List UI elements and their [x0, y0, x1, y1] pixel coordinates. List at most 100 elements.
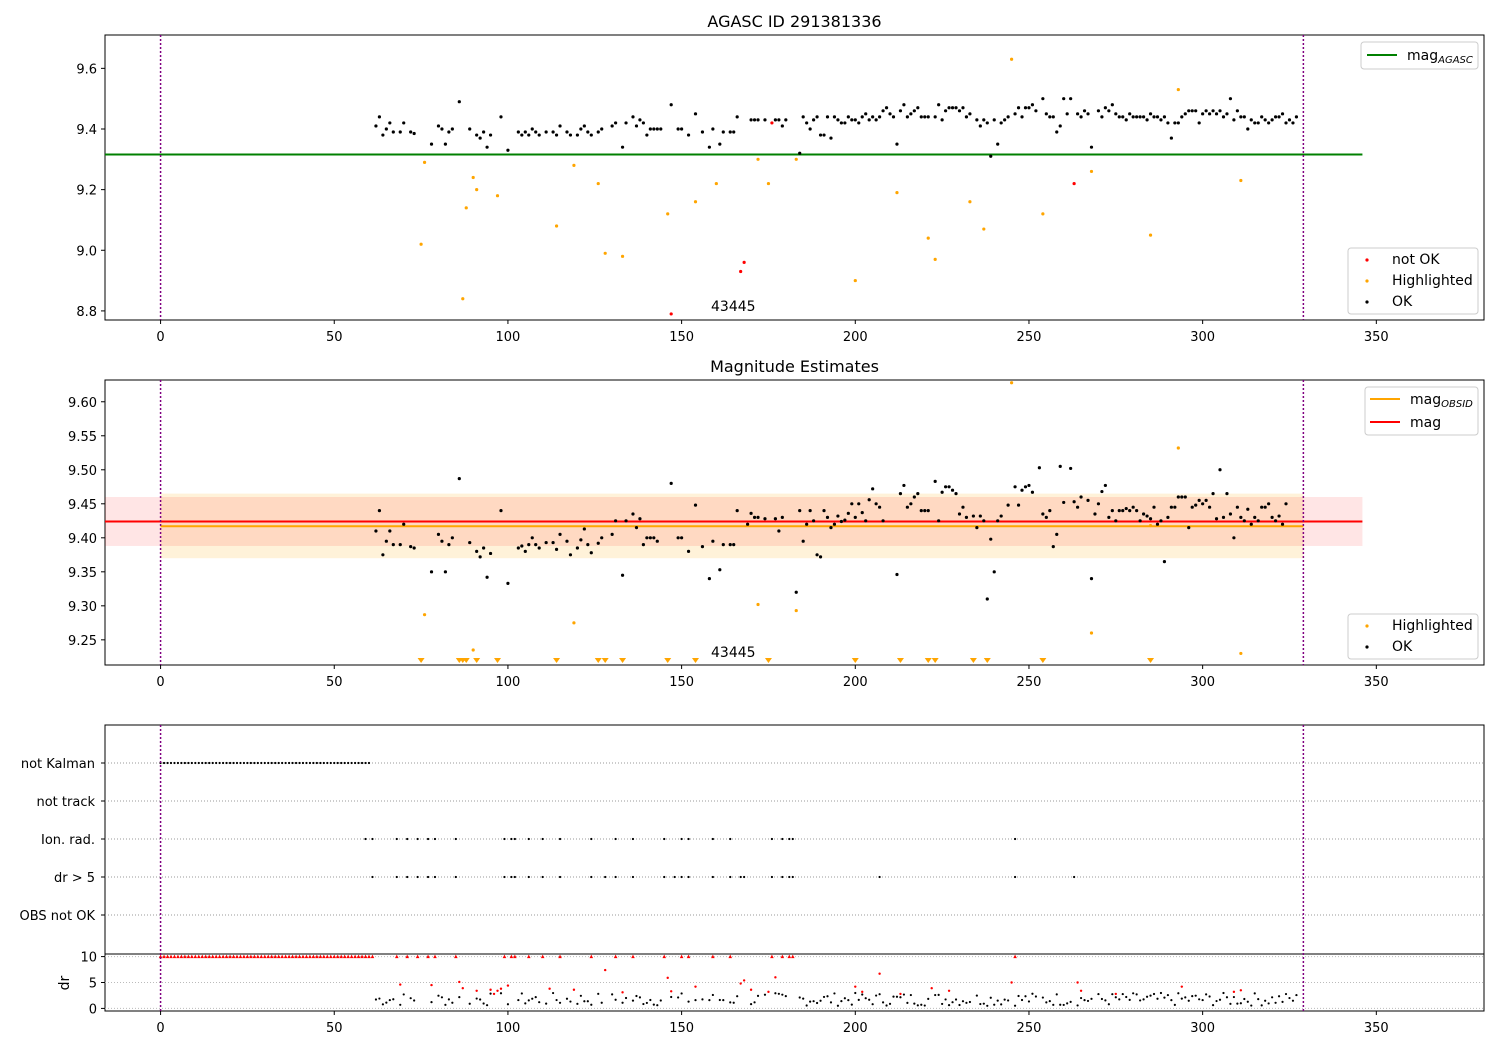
- dr-clipped-marker: [454, 954, 458, 959]
- point-ok: [721, 130, 725, 134]
- flag-point: [183, 761, 186, 765]
- point-ok: [499, 115, 503, 119]
- dr-ok-point: [565, 997, 569, 1000]
- point-ok: [1044, 112, 1048, 116]
- point-ok: [1187, 526, 1191, 530]
- dr-ok-point: [1007, 999, 1010, 1002]
- point-ok: [839, 121, 843, 125]
- flag-point: [364, 761, 367, 765]
- point-ok: [530, 536, 534, 540]
- y-tick-label: 9.40: [68, 532, 97, 547]
- flag-point: [364, 837, 367, 841]
- flag-point: [680, 837, 683, 841]
- point-ok: [964, 515, 969, 519]
- flag-row-label: not Kalman: [21, 757, 95, 772]
- dr-ok-point: [701, 998, 704, 1001]
- point-ok: [850, 118, 854, 122]
- flag-row-label: OBS not OK: [20, 909, 96, 924]
- point-ok: [377, 115, 382, 119]
- point-ok: [700, 130, 705, 134]
- point-ok: [1270, 118, 1274, 122]
- dr-clipped-marker: [360, 954, 364, 959]
- dr-ok-point: [968, 1000, 972, 1004]
- dr-high-point: [767, 990, 770, 994]
- flag-point: [281, 761, 284, 765]
- point-ok: [912, 109, 916, 113]
- dr-ok-point: [659, 999, 662, 1002]
- dr-clipped-marker: [280, 954, 284, 959]
- point-ok: [631, 115, 635, 119]
- clipped-low-marker: [1147, 658, 1155, 663]
- point-ok: [482, 546, 486, 550]
- point-ok: [579, 538, 583, 542]
- dr-clipped-marker: [273, 954, 278, 959]
- clipped-low-marker: [931, 658, 939, 663]
- dr-ok-point: [833, 992, 836, 995]
- clipped-low-marker: [417, 658, 425, 663]
- dr-ok-point: [1139, 999, 1142, 1002]
- point-ok: [912, 495, 916, 499]
- point-highlighted: [933, 257, 937, 261]
- flag-point: [1013, 875, 1017, 879]
- point-ok: [436, 532, 441, 537]
- dr-high-point: [499, 987, 503, 990]
- dr-ok-point: [1059, 1003, 1062, 1006]
- point-highlighted: [982, 227, 986, 231]
- point-ok: [707, 145, 711, 149]
- dr-ok-point: [1156, 997, 1159, 1000]
- dr-clipped-marker: [318, 954, 323, 959]
- point-ok: [381, 553, 385, 557]
- point-ok: [1124, 506, 1128, 511]
- point-ok: [1048, 115, 1052, 119]
- point-ok: [1169, 136, 1173, 140]
- point-ok: [801, 539, 805, 543]
- dr-clipped-marker: [325, 954, 330, 959]
- point-ok: [881, 519, 885, 523]
- point-ok: [784, 118, 788, 122]
- point-ok: [905, 505, 909, 509]
- clipped-low-marker: [764, 658, 772, 663]
- flag-point: [312, 761, 315, 765]
- point-highlighted: [1239, 651, 1243, 656]
- flag-point: [426, 875, 430, 879]
- x-tick-label: 150: [669, 330, 694, 345]
- dr-ok-point: [909, 993, 912, 997]
- point-ok: [968, 112, 972, 116]
- point-ok: [1141, 512, 1146, 516]
- point-ok: [596, 130, 600, 134]
- point-ok: [1235, 505, 1239, 509]
- clipped-low-marker: [692, 658, 700, 663]
- dr-ok-point: [802, 997, 805, 1000]
- point-ok: [1138, 519, 1142, 523]
- point-highlighted: [968, 200, 972, 204]
- flag-point: [190, 761, 193, 765]
- dr-ok-point: [645, 1001, 648, 1005]
- point-highlighted: [756, 602, 760, 607]
- point-ok: [808, 508, 812, 513]
- point-ok: [1117, 115, 1121, 119]
- legend-ok-label: OK: [1392, 294, 1413, 310]
- legend2-ok-label: OK: [1392, 639, 1413, 655]
- dr-ok-point: [895, 995, 899, 998]
- dr-clipped-marker: [787, 954, 792, 959]
- dr-high-point: [496, 989, 499, 992]
- point-ok: [839, 519, 843, 524]
- point-ok: [850, 502, 854, 506]
- flag-point: [781, 875, 784, 879]
- dr-clipped-marker: [269, 954, 274, 959]
- point-ok: [780, 515, 784, 519]
- flag-point: [454, 875, 457, 879]
- point-ok: [891, 115, 896, 119]
- dr-ok-point: [784, 995, 787, 998]
- flag-point: [711, 837, 714, 841]
- point-ok: [485, 145, 489, 149]
- point-ok: [624, 519, 628, 523]
- dr-ok-point: [888, 1002, 892, 1005]
- clipped-low-marker: [473, 658, 481, 663]
- point-ok: [686, 549, 691, 554]
- point-ok: [488, 551, 493, 556]
- dr-ok-point: [517, 998, 520, 1002]
- point-ok: [457, 477, 461, 481]
- point-ok: [655, 127, 659, 131]
- dr-clipped-marker: [526, 954, 531, 959]
